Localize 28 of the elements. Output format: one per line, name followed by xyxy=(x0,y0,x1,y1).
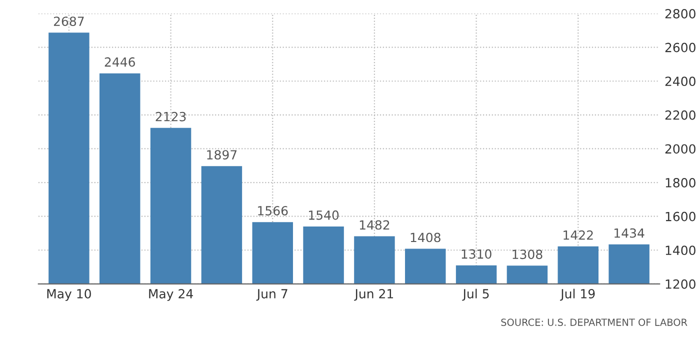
data-label: 1566 xyxy=(258,206,288,216)
x-tick-label: Jun 21 xyxy=(354,289,394,301)
y-tick-label: 2800 xyxy=(665,8,696,18)
x-tick-label: Jul 19 xyxy=(560,288,595,301)
data-label: 1482 xyxy=(360,220,390,230)
y-tick-label: 1400 xyxy=(666,246,696,256)
y-tick-label: 1800 xyxy=(666,178,696,188)
y-tick-label: 1600 xyxy=(666,212,696,222)
data-label: 2687 xyxy=(54,16,84,26)
y-tick-label: 1200 xyxy=(666,279,696,289)
x-tick-label: May 10 xyxy=(47,289,91,301)
data-label: 2446 xyxy=(104,57,135,67)
data-label: 1540 xyxy=(309,210,339,220)
data-label: 2123 xyxy=(156,112,186,122)
source-note: SOURCE: U.S. DEPARTMENT OF LABOR xyxy=(501,318,688,326)
data-label: 1897 xyxy=(207,150,237,160)
data-label: 1310 xyxy=(462,249,492,259)
y-tick-label: 2000 xyxy=(665,144,696,154)
x-tick-label: Jun 7 xyxy=(256,289,288,301)
data-label: 1422 xyxy=(564,230,593,240)
x-tick-label: May 24 xyxy=(149,289,193,301)
y-tick-label: 2600 xyxy=(665,42,696,52)
x-tick-label: Jul 5 xyxy=(462,288,489,301)
data-label: 1408 xyxy=(410,232,440,242)
data-label: 1308 xyxy=(512,250,542,260)
y-tick-label: 2200 xyxy=(665,110,696,120)
data-label: 1434 xyxy=(614,228,644,238)
y-tick-label: 2400 xyxy=(665,76,696,86)
